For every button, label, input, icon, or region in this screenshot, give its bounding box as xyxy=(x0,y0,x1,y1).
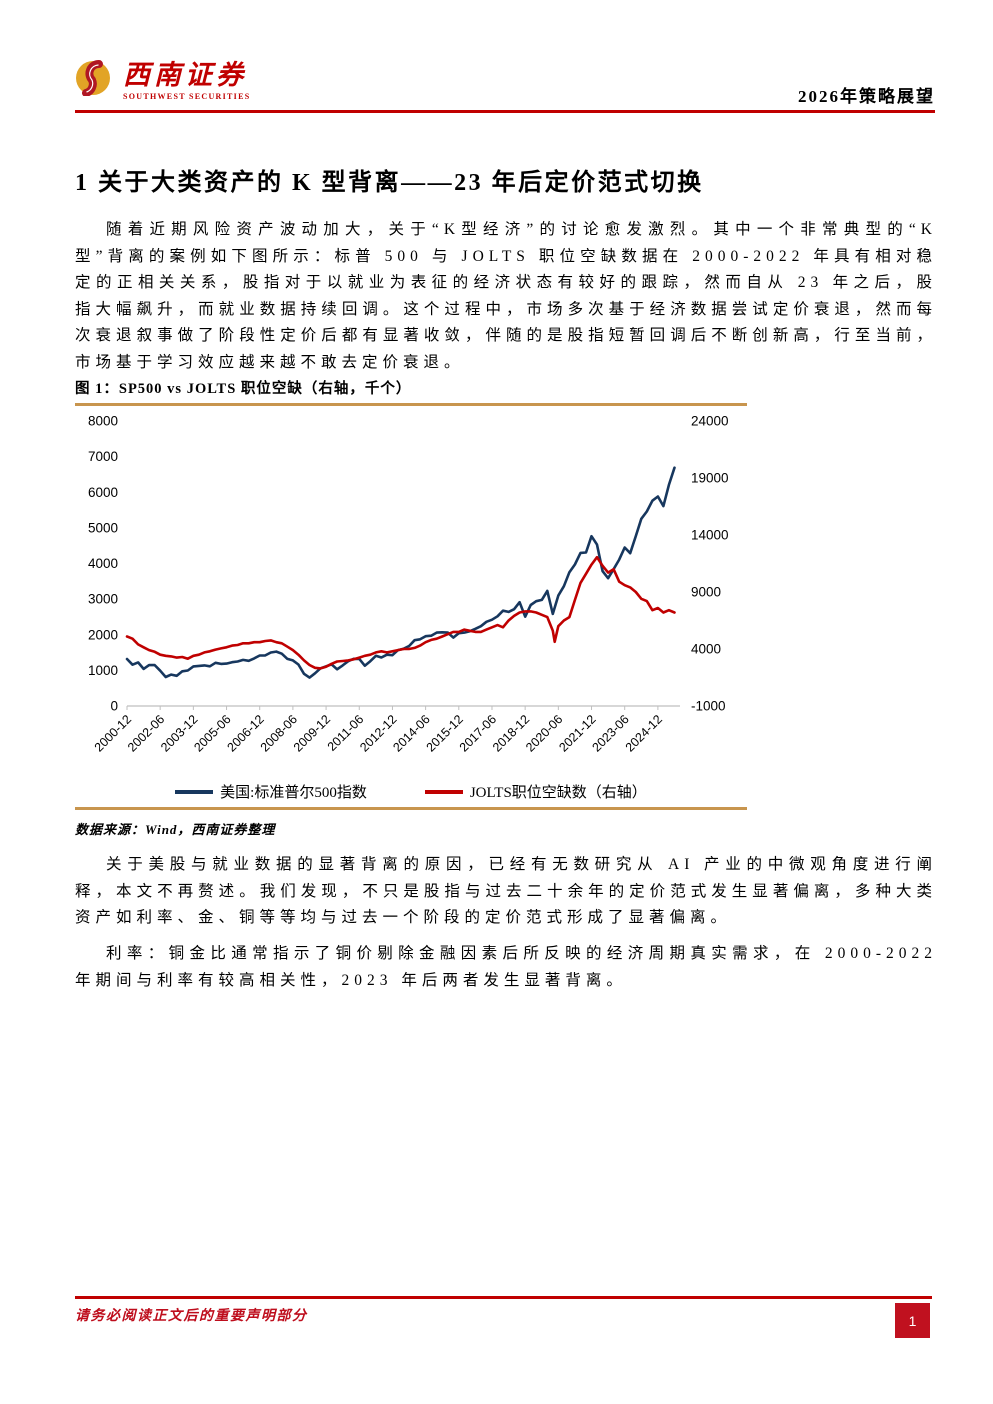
series-line-1 xyxy=(125,555,676,670)
right-axis-tick-label: 4000 xyxy=(691,642,721,657)
body-paragraph-3: 利率：铜金比通常指示了铜价剔除金融因素后所反映的经济周期真实需求，在 2000-… xyxy=(75,945,937,989)
right-axis-tick-label: 14000 xyxy=(691,528,729,543)
logo-company-name-en: SOUTHWEST SECURITIES xyxy=(123,92,251,101)
legend-swatch-sp500 xyxy=(175,789,214,794)
series-line-0 xyxy=(125,466,676,679)
body-paragraph-1: 随着近期风险资产波动加大，关于“K型经济”的讨论愈发激烈。其中一个非常典型的“K… xyxy=(75,221,937,371)
left-axis-tick-label: 6000 xyxy=(88,485,118,500)
report-series-title: 2026年策略展望 xyxy=(798,87,935,106)
left-axis-tick-label: 7000 xyxy=(88,449,118,464)
legend-item-jolts: JOLTS职位空缺数（右轴） xyxy=(424,781,647,802)
left-axis-tick-label: 8000 xyxy=(88,414,118,429)
legend-swatch-jolts xyxy=(424,789,463,794)
legend-label-sp500: 美国:标准普尔500指数 xyxy=(220,785,367,801)
legend-item-sp500: 美国:标准普尔500指数 xyxy=(175,781,367,802)
left-axis-tick-label: 4000 xyxy=(88,556,118,571)
logo-company-name: 西南证券 xyxy=(123,60,247,90)
right-axis-tick-label: 9000 xyxy=(691,585,721,600)
x-tick-label: 2009-12 xyxy=(291,712,333,754)
right-axis-tick-label: 24000 xyxy=(691,414,729,429)
company-logo: 西南证券 SOUTHWEST SECURITIES xyxy=(75,60,250,101)
chart-area: 2000-12 2002-06 2003-12 2005-06 2006-12 2008-… xyxy=(75,408,747,775)
section-heading: 1 关于大类资产的 K 型背离——23 年后定价范式切换 xyxy=(75,170,704,196)
figure-source: 数据来源：Wind，西南证券整理 xyxy=(75,822,276,837)
line-chart: 2000-122002-062003-122005-062006-122008-… xyxy=(88,414,729,755)
left-axis-tick-label: 3000 xyxy=(88,592,118,607)
header-rule xyxy=(75,110,935,113)
logo-mark-icon xyxy=(76,60,110,96)
page-number: 1 xyxy=(908,1312,917,1329)
footer-rule xyxy=(75,1296,932,1299)
legend-label-jolts: JOLTS职位空缺数（右轴） xyxy=(469,785,647,801)
left-axis-tick-label: 0 xyxy=(110,699,118,714)
footer-disclaimer: 请务必阅读正文后的重要声明部分 xyxy=(75,1309,308,1324)
figure-bottom-rule xyxy=(75,807,747,810)
right-axis-tick-label: 19000 xyxy=(691,471,729,486)
figure-1: 图 1：SP500 vs JOLTS 职位空缺（右轴，千个） 2000-12 20… xyxy=(75,377,747,838)
page-number-badge: 1 xyxy=(895,1303,930,1338)
left-axis-tick-label: 1000 xyxy=(88,663,118,678)
right-axis-tick-label: -1000 xyxy=(691,699,726,714)
x-tick-label: 2024-12 xyxy=(623,712,665,754)
chart-legend: 美国:标准普尔500指数 JOLTS职位空缺数（右轴） xyxy=(75,781,747,802)
left-axis-tick-label: 5000 xyxy=(88,520,118,535)
body-paragraph-2: 关于美股与就业数据的显著背离的原因，已经有无数研究从 AI 产业的中微观角度进行… xyxy=(75,856,937,927)
figure-top-rule xyxy=(75,403,747,406)
left-axis-tick-label: 2000 xyxy=(88,627,118,642)
figure-title: 图 1：SP500 vs JOLTS 职位空缺（右轴，千个） xyxy=(75,381,412,397)
